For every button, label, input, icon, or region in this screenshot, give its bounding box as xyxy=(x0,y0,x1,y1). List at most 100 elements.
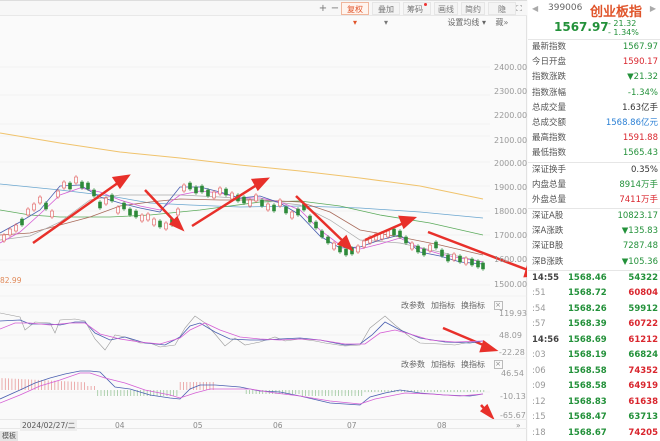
simple-mode-button[interactable]: 简约 xyxy=(461,2,485,15)
stat-row: 指数涨跌 ▼21.32 xyxy=(528,70,660,85)
stat-label: 外盘总量 xyxy=(532,194,567,205)
ind2-y-label: -10.13 xyxy=(500,392,526,401)
stat-value: 0.35% xyxy=(630,164,658,175)
tick-volume: 54322 xyxy=(628,272,658,283)
hide-label: 隐藏 xyxy=(495,5,506,27)
tick-price: 1568.67 xyxy=(568,427,607,438)
edit-params-button[interactable]: 改参数 xyxy=(401,360,425,369)
stat-value: 1567.97 xyxy=(622,42,658,52)
stats-group-2: 深证换手 0.35% 内盘总量 8914万手 外盘总量 7411万手 xyxy=(528,163,660,210)
ma-setting-dropdown[interactable]: 设置均线 ▾ xyxy=(447,17,486,28)
stat-row: 最低指数 1565.43 xyxy=(528,146,660,161)
stat-value: 8914万手 xyxy=(619,179,658,190)
tick-time: :12 xyxy=(532,396,546,407)
caret-down-icon: ▾ xyxy=(352,18,357,27)
x-axis: 04 05 06 07 08 » xyxy=(0,419,527,430)
tick-time: 14:55 xyxy=(532,272,560,283)
stat-row: 深A涨跌 ▼135.83 xyxy=(528,224,660,239)
stat-label: 最高指数 xyxy=(532,133,567,144)
stat-label: 总成交量 xyxy=(532,102,567,113)
ind1-y-label: 119.93 xyxy=(499,309,527,318)
stat-label: 指数涨幅 xyxy=(532,87,567,98)
close-icon[interactable]: × xyxy=(493,360,503,369)
stats-group-1: 最新指数 1567.97 今日开盘 1590.17 指数涨跌 ▼21.32 指数涨幅 -1.3… xyxy=(528,40,660,163)
stat-value: 7411万手 xyxy=(619,194,658,205)
stat-label: 深A涨跌 xyxy=(532,226,564,237)
stat-label: 最低指数 xyxy=(532,148,567,159)
tick-price: 1568.83 xyxy=(568,396,607,407)
tick-time: :03 xyxy=(532,350,546,361)
y-label: 2200.00 xyxy=(494,111,528,120)
stat-label: 深B涨跌 xyxy=(532,256,564,267)
adjust-label: 复权 xyxy=(347,5,363,14)
tick-volume: 64919 xyxy=(628,381,658,392)
stat-label: 深证换手 xyxy=(532,164,567,175)
next-stock-icon[interactable]: ▶ xyxy=(649,4,656,13)
close-icon[interactable]: × xyxy=(493,301,503,310)
hide-button[interactable]: 隐藏» xyxy=(488,2,516,27)
tick-time: :54 xyxy=(532,303,546,314)
add-indicator-button[interactable]: 加指标 xyxy=(431,360,455,369)
stat-label: 今日开盘 xyxy=(532,57,567,68)
tick-price: 1568.72 xyxy=(568,288,607,299)
stat-label: 深证A股 xyxy=(532,211,564,222)
chart-pane: + − 复权 ▾ 叠加 ▾ 筹码 画线 简约 隐藏» ⛶ 设置均线 ▾ xyxy=(0,0,527,441)
overlay-dropdown[interactable]: 叠加 ▾ xyxy=(372,2,400,27)
stat-value: ▼105.36 xyxy=(621,256,658,267)
prev-stock-icon[interactable]: ◀ xyxy=(532,4,539,13)
template-tab[interactable]: 模板 xyxy=(0,431,18,441)
notification-dot-icon xyxy=(424,3,427,6)
scroll-right-button[interactable]: » xyxy=(516,421,521,430)
stat-value: 10823.17 xyxy=(617,211,658,222)
adjust-dropdown[interactable]: 复权 ▾ xyxy=(341,2,369,27)
tick-list[interactable]: 14:55 1568.46 54322:51 1568.72 60804:54 1568.… xyxy=(528,271,660,441)
caret-down-icon: ▾ xyxy=(481,18,486,27)
chips-label: 筹码 xyxy=(407,5,423,14)
edit-params-button[interactable]: 改参数 xyxy=(401,301,425,310)
tick-price: 1568.47 xyxy=(568,412,607,423)
tick-volume: 63713 xyxy=(628,412,658,423)
stat-row: 深证B股 7287.48 xyxy=(528,239,660,254)
chips-button[interactable]: 筹码 xyxy=(403,2,431,15)
x-label: 06 xyxy=(273,421,283,430)
stat-row: 外盘总量 7411万手 xyxy=(528,193,660,208)
indicator2-tools: 改参数 加指标 换指标 × xyxy=(395,359,503,370)
tick-volume: 61212 xyxy=(628,334,658,345)
ma-setting-label: 设置均线 xyxy=(447,18,480,27)
add-indicator-button[interactable]: 加指标 xyxy=(431,301,455,310)
zoom-out-button[interactable]: − xyxy=(330,3,340,14)
x-label: 08 xyxy=(437,421,447,430)
stat-value: 7287.48 xyxy=(622,241,658,252)
stat-row: 最新指数 1567.97 xyxy=(528,40,660,55)
tick-volume: 60804 xyxy=(628,288,658,299)
date-cursor-label: 2024/02/27/二 xyxy=(20,420,78,431)
stat-value: 1590.17 xyxy=(622,57,658,68)
tick-volume: 74352 xyxy=(628,365,658,376)
y-label: 1500.00 xyxy=(494,280,528,289)
tick-time: :06 xyxy=(532,365,546,376)
candlestick-chart[interactable] xyxy=(0,0,527,441)
stats-group-3: 深证A股 10823.17 深A涨跌 ▼135.83 深证B股 7287.48 深B涨跌 ▼1… xyxy=(528,209,660,271)
tick-time: :51 xyxy=(532,288,546,299)
price-change: - 21.32 - 1.34% xyxy=(608,19,639,37)
tick-row: :18 1568.67 74205 xyxy=(528,426,660,441)
fullscreen-icon[interactable]: ⛶ xyxy=(516,4,522,13)
current-price: 1567.97 xyxy=(554,20,609,34)
stat-value: 1568.86亿元 xyxy=(605,117,658,128)
stat-row: 内盘总量 8914万手 xyxy=(528,178,660,193)
ind2-y-label: 46.54 xyxy=(501,369,524,378)
zoom-in-button[interactable]: + xyxy=(318,3,328,14)
stat-row: 今日开盘 1590.17 xyxy=(528,55,660,70)
stat-label: 总成交额 xyxy=(532,117,567,128)
stat-value: 1591.88 xyxy=(622,133,658,144)
stat-row: 深B涨跌 ▼105.36 xyxy=(528,255,660,270)
draw-line-button[interactable]: 画线 xyxy=(434,2,458,15)
tick-volume: 61638 xyxy=(628,396,658,407)
stock-code: 399006 xyxy=(548,3,583,13)
ind1-y-label: 48.09 xyxy=(499,331,522,340)
y-label: 1600.00 xyxy=(494,255,528,264)
switch-indicator-button[interactable]: 换指标 xyxy=(461,301,485,310)
tick-row: :03 1568.19 66824 xyxy=(528,348,660,364)
tick-row: :57 1568.39 60722 xyxy=(528,317,660,333)
switch-indicator-button[interactable]: 换指标 xyxy=(461,360,485,369)
